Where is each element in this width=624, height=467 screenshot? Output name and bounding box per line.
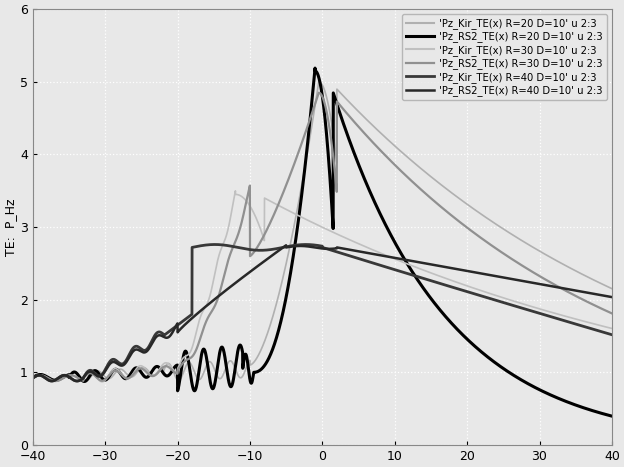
'Pz_RS2_TE(x) R=20 D=10' u 2:3 <box>590 408 598 414</box>
'Pz_RS2_TE(x) R=30 D=10' u 2:3 <box>277 196 285 201</box>
'Pz_Kir_TE(x) R=40 D=10' u 2:3 <box>302 242 310 248</box>
Line: 'Pz_Kir_TE(x) R=20 D=10' u 2:3: 'Pz_Kir_TE(x) R=20 D=10' u 2:3 <box>33 82 612 381</box>
'Pz_RS2_TE(x) R=40 D=10' u 2:3 <box>305 244 312 249</box>
'Pz_RS2_TE(x) R=40 D=10' u 2:3 <box>591 291 598 297</box>
'Pz_RS2_TE(x) R=40 D=10' u 2:3 <box>48 378 56 384</box>
'Pz_RS2_TE(x) R=20 D=10' u 2:3 <box>304 137 311 143</box>
'Pz_Kir_TE(x) R=30 D=10' u 2:3 <box>591 321 598 327</box>
'Pz_RS2_TE(x) R=20 D=10' u 2:3 <box>277 319 285 325</box>
'Pz_Kir_TE(x) R=30 D=10' u 2:3 <box>305 218 312 223</box>
Y-axis label: TE:  P_Hz: TE: P_Hz <box>4 198 17 256</box>
Line: 'Pz_RS2_TE(x) R=30 D=10' u 2:3: 'Pz_RS2_TE(x) R=30 D=10' u 2:3 <box>33 92 612 381</box>
'Pz_Kir_TE(x) R=20 D=10' u 2:3 <box>82 378 90 383</box>
'Pz_Kir_TE(x) R=20 D=10' u 2:3 <box>273 302 280 307</box>
'Pz_Kir_TE(x) R=20 D=10' u 2:3 <box>608 286 616 291</box>
'Pz_RS2_TE(x) R=30 D=10' u 2:3 <box>315 90 323 95</box>
'Pz_Kir_TE(x) R=30 D=10' u 2:3 <box>273 202 280 207</box>
'Pz_Kir_TE(x) R=30 D=10' u 2:3 <box>277 204 285 210</box>
'Pz_RS2_TE(x) R=20 D=10' u 2:3 <box>29 375 37 380</box>
'Pz_RS2_TE(x) R=40 D=10' u 2:3 <box>450 266 457 271</box>
'Pz_RS2_TE(x) R=40 D=10' u 2:3 <box>273 250 280 255</box>
'Pz_Kir_TE(x) R=20 D=10' u 2:3 <box>29 375 37 380</box>
'Pz_RS2_TE(x) R=30 D=10' u 2:3 <box>591 303 598 308</box>
'Pz_Kir_TE(x) R=30 D=10' u 2:3 <box>99 379 106 385</box>
'Pz_Kir_TE(x) R=20 D=10' u 2:3 <box>277 283 285 289</box>
'Pz_RS2_TE(x) R=20 D=10' u 2:3 <box>272 336 280 342</box>
'Pz_Kir_TE(x) R=40 D=10' u 2:3 <box>305 242 312 248</box>
'Pz_Kir_TE(x) R=40 D=10' u 2:3 <box>273 246 280 252</box>
Line: 'Pz_RS2_TE(x) R=40 D=10' u 2:3: 'Pz_RS2_TE(x) R=40 D=10' u 2:3 <box>33 245 612 381</box>
'Pz_Kir_TE(x) R=20 D=10' u 2:3 <box>315 79 323 85</box>
'Pz_Kir_TE(x) R=30 D=10' u 2:3 <box>562 313 569 319</box>
'Pz_RS2_TE(x) R=20 D=10' u 2:3 <box>608 413 616 419</box>
'Pz_Kir_TE(x) R=30 D=10' u 2:3 <box>29 375 37 381</box>
'Pz_RS2_TE(x) R=30 D=10' u 2:3 <box>29 375 37 381</box>
'Pz_RS2_TE(x) R=30 D=10' u 2:3 <box>450 214 457 220</box>
'Pz_RS2_TE(x) R=40 D=10' u 2:3 <box>29 375 37 381</box>
'Pz_Kir_TE(x) R=20 D=10' u 2:3 <box>450 191 457 197</box>
'Pz_RS2_TE(x) R=20 D=10' u 2:3 <box>450 323 457 328</box>
'Pz_Kir_TE(x) R=20 D=10' u 2:3 <box>591 277 598 283</box>
'Pz_Kir_TE(x) R=30 D=10' u 2:3 <box>232 188 239 194</box>
Line: 'Pz_Kir_TE(x) R=40 D=10' u 2:3: 'Pz_Kir_TE(x) R=40 D=10' u 2:3 <box>33 245 612 381</box>
Legend: 'Pz_Kir_TE(x) R=20 D=10' u 2:3, 'Pz_RS2_TE(x) R=20 D=10' u 2:3, 'Pz_Kir_TE(x) R=: 'Pz_Kir_TE(x) R=20 D=10' u 2:3, 'Pz_RS2_… <box>402 14 607 100</box>
'Pz_Kir_TE(x) R=20 D=10' u 2:3 <box>305 146 312 151</box>
Line: 'Pz_RS2_TE(x) R=20 D=10' u 2:3: 'Pz_RS2_TE(x) R=20 D=10' u 2:3 <box>33 68 612 416</box>
'Pz_RS2_TE(x) R=30 D=10' u 2:3 <box>52 378 59 384</box>
'Pz_RS2_TE(x) R=30 D=10' u 2:3 <box>608 311 616 316</box>
'Pz_RS2_TE(x) R=20 D=10' u 2:3 <box>562 398 569 404</box>
'Pz_RS2_TE(x) R=30 D=10' u 2:3 <box>273 206 280 212</box>
'Pz_RS2_TE(x) R=40 D=10' u 2:3 <box>562 286 569 291</box>
'Pz_RS2_TE(x) R=30 D=10' u 2:3 <box>305 122 312 127</box>
'Pz_Kir_TE(x) R=40 D=10' u 2:3 <box>48 378 56 384</box>
'Pz_RS2_TE(x) R=40 D=10' u 2:3 <box>282 242 290 248</box>
'Pz_Kir_TE(x) R=40 D=10' u 2:3 <box>591 327 598 333</box>
'Pz_RS2_TE(x) R=20 D=10' u 2:3 <box>311 65 319 71</box>
'Pz_Kir_TE(x) R=40 D=10' u 2:3 <box>562 318 569 324</box>
'Pz_Kir_TE(x) R=20 D=10' u 2:3 <box>562 263 569 269</box>
'Pz_RS2_TE(x) R=40 D=10' u 2:3 <box>277 246 285 252</box>
'Pz_Kir_TE(x) R=30 D=10' u 2:3 <box>608 325 616 331</box>
'Pz_Kir_TE(x) R=40 D=10' u 2:3 <box>608 332 616 338</box>
'Pz_Kir_TE(x) R=40 D=10' u 2:3 <box>450 285 457 290</box>
Line: 'Pz_Kir_TE(x) R=30 D=10' u 2:3: 'Pz_Kir_TE(x) R=30 D=10' u 2:3 <box>33 191 612 382</box>
'Pz_Kir_TE(x) R=30 D=10' u 2:3 <box>450 278 457 284</box>
'Pz_Kir_TE(x) R=40 D=10' u 2:3 <box>29 375 37 381</box>
'Pz_RS2_TE(x) R=40 D=10' u 2:3 <box>608 294 616 300</box>
'Pz_RS2_TE(x) R=30 D=10' u 2:3 <box>562 288 569 293</box>
'Pz_Kir_TE(x) R=40 D=10' u 2:3 <box>277 245 285 251</box>
